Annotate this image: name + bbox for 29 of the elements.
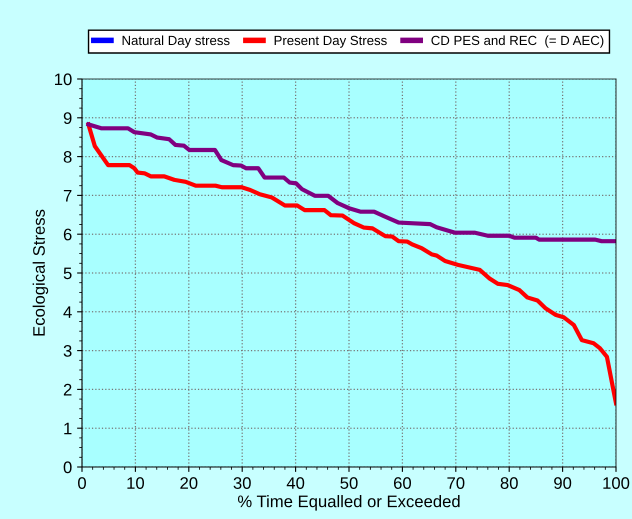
- y-tick-label: 6: [64, 228, 72, 240]
- x-tick-label: 30: [234, 477, 251, 489]
- y-tick-label: 0: [64, 461, 72, 474]
- y-tick-label: 7: [64, 190, 72, 202]
- x-tick-label: 10: [127, 477, 144, 489]
- x-tick-label: 40: [286, 477, 304, 489]
- y-tick-label: 5: [64, 268, 72, 280]
- x-tick-label: 20: [180, 477, 198, 489]
- x-tick-label: 90: [554, 477, 572, 489]
- legend-label: CD PES and REC (= D AEC): [431, 35, 604, 48]
- legend-label: Natural Day stress: [122, 35, 230, 48]
- y-tick-label: 8: [64, 151, 72, 163]
- y-axis-title: Ecological Stress: [32, 210, 48, 336]
- y-tick-label: 3: [64, 345, 72, 357]
- y-tick-label: 10: [55, 73, 72, 86]
- line-series: [86, 122, 616, 406]
- x-axis-title: % Time Equalled or Exceeded: [238, 495, 460, 511]
- x-tick-label: 70: [447, 477, 464, 489]
- x-tick-label: 50: [340, 477, 358, 489]
- line-series: [86, 122, 616, 244]
- legend-label: Present Day Stress: [274, 36, 387, 48]
- y-tick-label: 9: [64, 112, 72, 124]
- y-tick-label: 2: [64, 384, 72, 396]
- y-tick-label: 1: [64, 422, 72, 434]
- x-tick-label: 60: [394, 477, 412, 489]
- x-tick-label: 0: [78, 477, 86, 489]
- y-tick-label: 4: [63, 306, 72, 318]
- x-tick-label: 100: [603, 477, 630, 489]
- x-tick-label: 80: [500, 477, 518, 489]
